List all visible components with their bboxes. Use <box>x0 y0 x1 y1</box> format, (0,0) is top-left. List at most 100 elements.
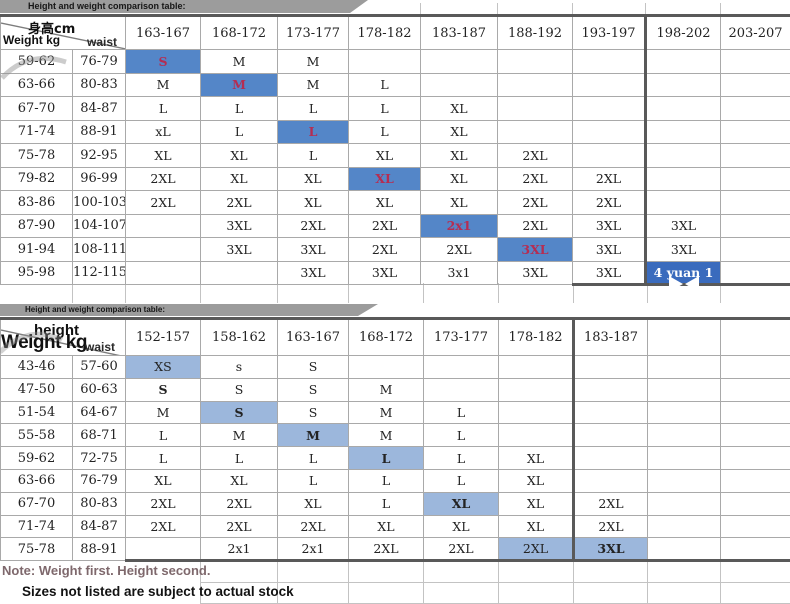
size-cell: L <box>277 119 349 144</box>
waist-range-cell: 84-87 <box>72 514 126 539</box>
table-row: 59-62 76-79 S M M <box>0 49 790 74</box>
grid-line <box>720 561 721 603</box>
size-cell: 3XL <box>277 260 349 285</box>
waist-range-cell: 76-79 <box>72 49 126 74</box>
grid-line <box>423 561 424 603</box>
empty-cell <box>720 143 790 168</box>
grid-line <box>200 582 790 583</box>
table-row: 83-86 100-103 2XL 2XL XL XL XL 2XL 2XL <box>0 190 790 215</box>
column-header-178-182: 178-182 <box>498 318 574 356</box>
waist-range-cell: 80-83 <box>72 491 126 516</box>
waist-range-cell: 108-111 <box>72 237 126 262</box>
table2-corner-cell: height Weight kg waist <box>0 318 126 356</box>
weight-axis-label: Weight kg <box>1 332 88 353</box>
column-header-158-162: 158-162 <box>200 318 278 356</box>
empty-cell <box>348 355 424 379</box>
column-header-183-187: 183-187 <box>420 15 498 50</box>
waist-range-cell: 64-67 <box>72 400 126 425</box>
size-cell: 2XL <box>572 491 648 516</box>
size-cell: L <box>200 446 278 470</box>
empty-cell <box>498 423 574 448</box>
size-cell: XL <box>200 468 278 493</box>
grid-line <box>573 283 574 303</box>
size-cell: 2XL <box>497 213 573 238</box>
grid-line <box>348 283 349 303</box>
table-row: 75-78 88-91 2x1 2x1 2XL 2XL 2XL 3XL <box>0 537 790 563</box>
empty-cell <box>498 400 574 425</box>
size-cell: 2XL <box>125 514 201 539</box>
weight-range-cell: 55-58 <box>0 423 73 448</box>
size-cell: M <box>200 423 278 448</box>
grid-line <box>645 3 646 14</box>
waist-range-cell: 100-103 <box>72 190 126 215</box>
weight-range-cell: 63-66 <box>0 468 73 493</box>
size-cell: L <box>423 423 499 448</box>
table2-header-row: height Weight kg waist 152-157 158-162 163… <box>0 318 790 356</box>
size-cell: 3XL <box>572 537 648 563</box>
grid-line <box>498 283 499 303</box>
grid-line <box>125 283 126 303</box>
column-header-198-202: 198-202 <box>644 15 721 50</box>
size-cell: 2XL <box>277 514 349 539</box>
empty-cell <box>720 96 790 121</box>
table-row: 47-50 60-63 S S S M <box>0 377 790 402</box>
size-cell: 3XL <box>644 213 721 238</box>
empty-cell <box>720 355 790 379</box>
grid-line <box>647 561 648 603</box>
table-row: 63-66 80-83 M M M L <box>0 72 790 97</box>
empty-cell <box>647 446 721 470</box>
weight-range-cell: 83-86 <box>0 190 73 215</box>
table-row: 55-58 68-71 L M M M L <box>0 423 790 448</box>
size-cell: 2XL <box>498 537 574 563</box>
size-cell: 2XL <box>572 166 646 191</box>
empty-cell <box>647 514 721 539</box>
empty-cell <box>572 377 648 402</box>
note-priority: Note: Weight first. Height second. <box>2 563 211 578</box>
grid-line <box>572 3 573 14</box>
empty-cell <box>647 537 721 563</box>
column-header-203-207: 203-207 <box>720 15 790 50</box>
empty-cell <box>647 377 721 402</box>
empty-cell <box>647 468 721 493</box>
size-cell: XL <box>498 468 574 493</box>
size-cell: XL <box>277 190 349 215</box>
empty-cell <box>498 377 574 402</box>
waist-range-cell: 104-107 <box>72 213 126 238</box>
empty-cell <box>497 72 573 97</box>
empty-cell <box>720 237 790 262</box>
size-cell: 2XL <box>423 537 499 563</box>
size-cell: L <box>277 446 349 470</box>
size-cell: XL <box>348 166 421 191</box>
table1-caption-bar: Height and weight comparison table: <box>0 0 368 13</box>
size-cell: L <box>277 468 349 493</box>
empty-cell <box>348 49 421 74</box>
size-cell: 2XL <box>348 237 421 262</box>
size-cell: XL <box>200 143 278 168</box>
size-cell: S <box>125 377 201 402</box>
empty-cell <box>644 72 721 97</box>
size-cell: 3XL <box>497 260 573 285</box>
size-cell: 2XL <box>348 537 424 563</box>
size-cell: L <box>348 72 421 97</box>
column-header-empty <box>720 318 790 356</box>
size-cell: 4 yuan 1 <box>644 260 721 292</box>
empty-cell <box>720 166 790 191</box>
size-cell: 3XL <box>572 237 646 262</box>
table2-body: 43-46 57-60 XS s S 47-50 60-63 S S S M 51-54 64-67 M S… <box>0 355 790 563</box>
table1-body: 59-62 76-79 S M M 63-66 80-83 M M M L 67-70 84-87 L L L… <box>0 49 790 292</box>
waist-range-cell: 92-95 <box>72 143 126 168</box>
notch-decoration <box>684 276 699 292</box>
waist-range-cell: 88-91 <box>72 119 126 144</box>
waist-range-cell: 76-79 <box>72 468 126 493</box>
column-header-168-172: 168-172 <box>200 15 278 50</box>
weight-range-cell: 59-62 <box>0 446 73 470</box>
size-cell: XL <box>348 190 421 215</box>
weight-range-cell: 43-46 <box>0 355 73 379</box>
column-header-empty <box>647 318 721 356</box>
table-row: 79-82 96-99 2XL XL XL XL XL 2XL 2XL <box>0 166 790 191</box>
size-cell: L <box>277 96 349 121</box>
empty-cell <box>720 491 790 516</box>
size-cell: L <box>200 96 278 121</box>
empty-cell <box>423 377 499 402</box>
size-cell: XL <box>125 143 201 168</box>
